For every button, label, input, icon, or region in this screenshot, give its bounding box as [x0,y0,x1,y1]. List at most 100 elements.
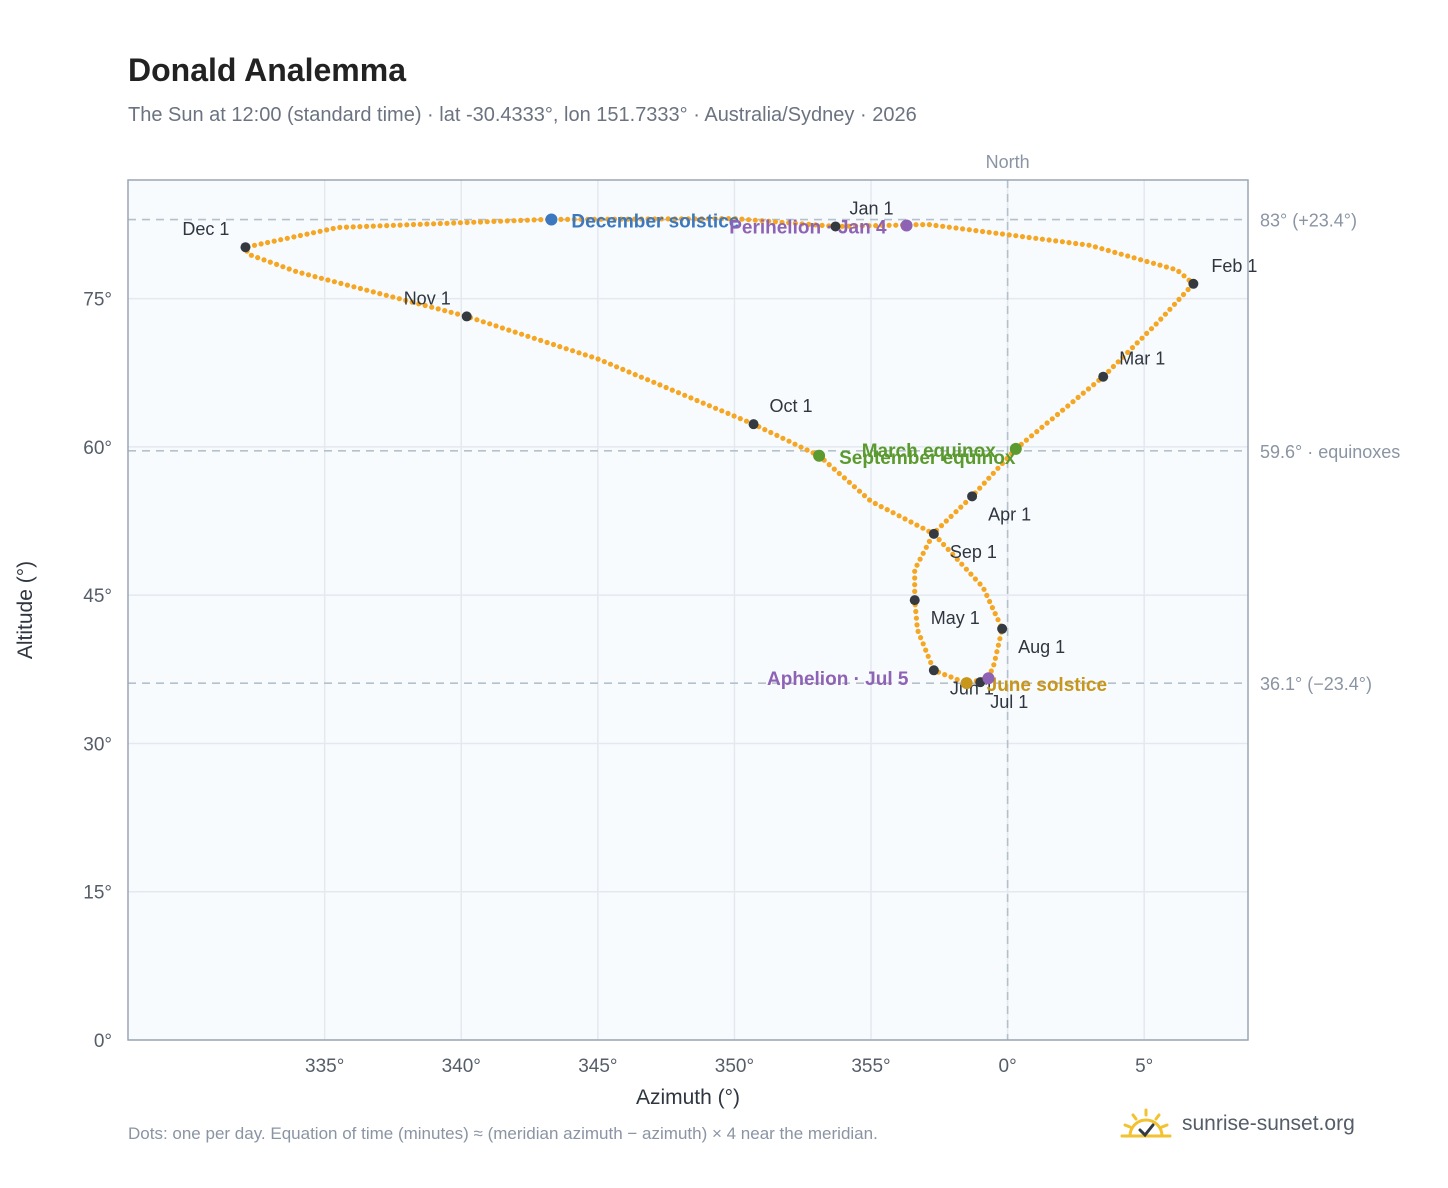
day-dot [318,275,324,281]
day-dot [409,299,415,305]
day-dot [605,216,611,222]
x-tick-label: 5° [1135,1056,1153,1077]
month-marker [1098,371,1109,382]
day-dot [571,216,577,222]
day-dot [1129,345,1136,351]
day-dot [739,216,745,222]
day-dot [1134,340,1140,346]
day-dot [424,221,430,227]
month-label: Oct 1 [770,396,813,416]
day-dot [271,238,277,244]
brand-logo[interactable]: sunrise-sunset.org [1120,1104,1355,1144]
day-dot [925,653,931,659]
day-dot [792,220,799,226]
day-dot [255,255,261,261]
day-dot [1044,420,1050,426]
day-dot [960,226,966,232]
day-dot [994,649,1000,655]
day-dot [284,235,290,241]
day-dot [350,224,356,230]
day-dot [943,518,949,524]
day-dot [384,223,390,229]
day-dot [582,352,588,358]
day-dot [444,220,450,226]
month-label: Aug 1 [1018,637,1065,657]
day-dot [665,216,671,222]
month-marker [830,221,841,232]
day-dot [779,219,785,225]
day-dot [806,221,812,227]
day-dot [1144,330,1150,336]
event-marker [960,677,973,690]
day-dot [558,216,564,222]
month-label: May 1 [931,608,980,628]
day-dot [995,617,1001,623]
day-dot [912,582,918,588]
day-dot [265,239,271,246]
day-dot [999,460,1006,466]
day-dot [682,392,688,398]
event-label: Aphelion · Jul 5 [767,669,909,690]
day-dot [370,223,376,229]
day-dot [1138,257,1144,263]
month-marker [909,595,920,606]
month-label: Sep 1 [950,542,997,562]
day-dot [912,588,918,595]
day-dot [804,447,810,453]
day-dot [948,513,954,520]
day-dot [410,221,417,228]
x-tick-label: 355° [851,1056,890,1077]
day-dot [732,216,738,222]
day-dot [310,230,317,236]
day-dot [912,568,918,574]
day-dot [719,408,725,414]
day-dot [658,216,665,222]
day-dot [981,586,987,592]
day-dot [940,223,946,229]
day-dot [980,228,986,235]
day-dot [267,259,273,265]
event-label: September equinox [839,448,1016,469]
day-dot [1065,403,1071,409]
day-dot [984,592,990,599]
day-dot [589,354,595,360]
day-dot [1180,291,1187,298]
day-dot [913,222,919,228]
y-tick-label: 60° [83,438,112,459]
day-dot [705,216,712,222]
day-dot [725,410,731,416]
day-dot [396,296,402,302]
day-dot [1176,296,1182,302]
event-marker [982,672,995,685]
day-dot [941,541,947,548]
day-dot [896,513,902,519]
day-dot [435,306,441,312]
day-dot [995,642,1002,648]
day-dot [873,223,879,229]
day-dot [652,216,658,222]
day-dot [638,374,645,380]
chart-title: Donald Analemma [128,52,406,88]
day-dot [920,525,926,531]
month-marker [748,419,759,430]
y-tick-label: 0° [94,1031,112,1052]
day-dot [954,676,960,683]
day-dot [464,219,470,226]
day-dot [293,268,299,274]
day-dot [1125,349,1131,355]
day-dot [383,292,389,298]
day-dot [920,641,926,647]
day-dot [812,222,819,228]
day-dot [692,216,698,222]
chart-subtitle: The Sun at 12:00 (standard time) · lat -… [128,104,917,126]
day-dot [351,284,357,290]
day-dot [261,257,267,263]
day-dot [305,272,312,278]
day-dot [798,444,804,450]
day-dot [945,546,951,553]
day-dot [595,356,601,362]
day-dot [959,561,965,567]
day-dot [1006,232,1012,238]
day-dot [987,598,993,605]
